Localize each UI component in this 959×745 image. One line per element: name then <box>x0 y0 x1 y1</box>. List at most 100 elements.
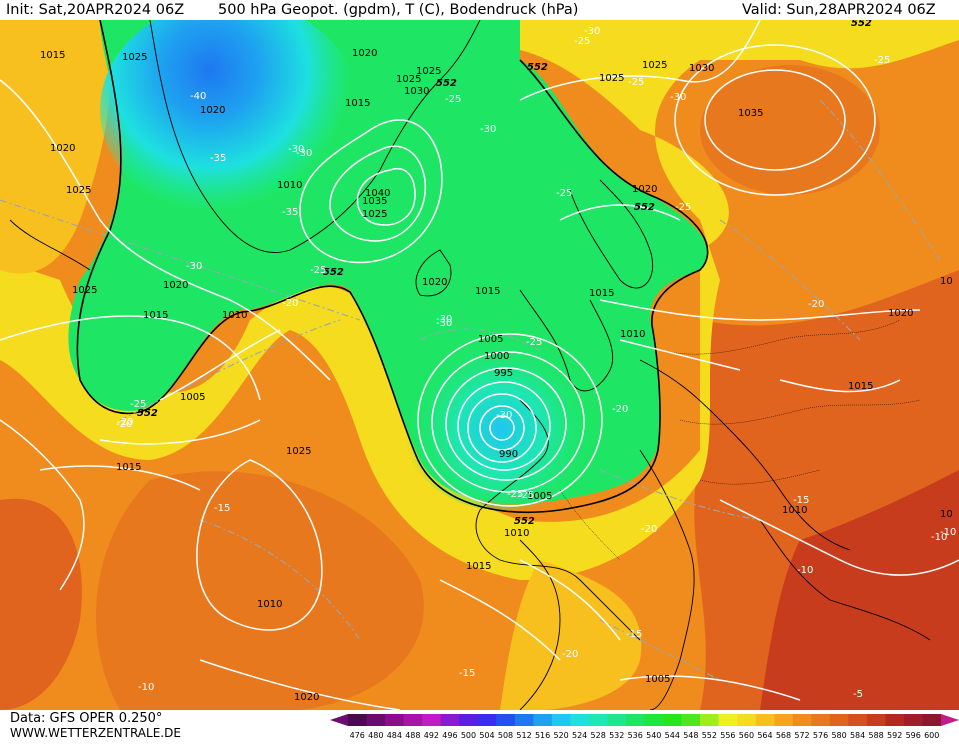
warm-field-deep-se <box>760 470 959 710</box>
pressure-label: 1025 <box>362 209 387 220</box>
legend-swatch <box>644 714 664 726</box>
legend-tick-label: 524 <box>572 731 587 740</box>
legend-tick-label: 512 <box>516 731 531 740</box>
legend-swatch <box>570 714 590 726</box>
legend-tick-label: 492 <box>424 731 439 740</box>
legend-tick-label: 568 <box>776 731 791 740</box>
legend-swatch <box>700 714 720 726</box>
temperature-label: -25 <box>874 55 890 66</box>
pressure-label: 1005 <box>527 491 552 502</box>
legend-arrow-low <box>330 714 348 726</box>
temperature-label: -25 <box>675 202 691 213</box>
pressure-label: 1025 <box>416 66 441 77</box>
legend-tick-label: 540 <box>646 731 661 740</box>
warm-field-deep-sw <box>0 498 82 710</box>
pressure-label: 1015 <box>466 561 491 572</box>
legend-swatch <box>440 714 460 726</box>
legend-swatch <box>625 714 645 726</box>
legend-tick-label: 572 <box>794 731 809 740</box>
pressure-label: 1025 <box>396 74 421 85</box>
legend-tick-label: 532 <box>609 731 624 740</box>
temperature-label: -30 <box>584 26 600 37</box>
pressure-label: 1025 <box>122 52 147 63</box>
legend-tick-label: 596 <box>906 731 921 740</box>
legend-tick-label: 496 <box>442 731 457 740</box>
pressure-label: 1010 <box>620 329 645 340</box>
legend-swatch <box>848 714 868 726</box>
legend-tick-label: 548 <box>683 731 698 740</box>
height-label-552: 552 <box>137 408 158 419</box>
pressure-label: 1025 <box>66 185 91 196</box>
yellow-south-iberia <box>500 560 642 710</box>
temperature-label: -20 <box>562 649 578 660</box>
legend-swatch <box>385 714 405 726</box>
yellow-west <box>0 20 111 274</box>
legend-swatch <box>774 714 794 726</box>
legend-tick-label: 580 <box>831 731 846 740</box>
pressure-label: 1020 <box>352 48 377 59</box>
warm-high-ne <box>700 65 880 195</box>
pressure-label: 1040 <box>365 188 390 199</box>
isotherms <box>0 99 941 681</box>
temperature-label: -10 <box>931 532 947 543</box>
weather-map[interactable]: 1015 1025 1020 1025 1020 1025 1025 1030 … <box>0 20 959 710</box>
legend-tick-label: 504 <box>479 731 494 740</box>
pressure-label: 10 <box>940 509 953 520</box>
legend-swatch <box>551 714 571 726</box>
temperature-label: -30 <box>186 261 202 272</box>
height-label-layer: 552 552 552 552 552 552 <box>137 20 872 527</box>
color-legend: 476 480 484 488 492 496 500 504 508 512 516 520 524 5… <box>330 714 959 741</box>
pressure-label: 1015 <box>116 462 141 473</box>
legend-swatch <box>477 714 497 726</box>
pressure-label: 1020 <box>163 280 188 291</box>
legend-tick-label: 476 <box>350 731 365 740</box>
pressure-label: 990 <box>499 449 518 460</box>
pressure-label: 1010 <box>277 180 302 191</box>
legend-swatch <box>533 714 553 726</box>
legend-swatch <box>829 714 849 726</box>
temperature-label: -10 <box>797 565 813 576</box>
legend-tick-label: 544 <box>665 731 680 740</box>
isobars <box>0 20 959 710</box>
legend-tick-label: 576 <box>813 731 828 740</box>
legend-swatch <box>588 714 608 726</box>
legend-swatch <box>792 714 812 726</box>
legend-tick-label: 588 <box>869 731 884 740</box>
temperature-label: -35 <box>210 153 226 164</box>
legend-swatch <box>737 714 757 726</box>
legend-swatch <box>403 714 423 726</box>
legend-swatch <box>348 714 368 726</box>
temperature-label: -20 <box>282 298 298 309</box>
pressure-label: 1015 <box>475 286 500 297</box>
temperature-label: -30 <box>496 410 512 421</box>
temperature-label: -35 <box>282 207 298 218</box>
legend-tick-label: 592 <box>887 731 902 740</box>
pressure-label: 1010 <box>504 528 529 539</box>
pressure-label: 1005 <box>180 392 205 403</box>
legend-tick-label: 536 <box>628 731 643 740</box>
pressure-label: 1010 <box>782 505 807 516</box>
temperature-label: -25 <box>130 399 146 410</box>
temperature-label: -25 <box>556 188 572 199</box>
temperature-label: -25 <box>526 337 542 348</box>
pressure-label: 1030 <box>689 63 714 74</box>
temperature-label: -10 <box>138 682 154 693</box>
temperature-label: -15 <box>793 495 809 506</box>
legend-swatch <box>663 714 683 726</box>
pressure-label: 1035 <box>362 196 387 207</box>
data-source: Data: GFS OPER 0.250° <box>10 711 163 726</box>
pressure-label: 1010 <box>222 310 247 321</box>
temperature-label: -25 <box>628 77 644 88</box>
legend-swatch <box>903 714 923 726</box>
temperature-label: -25 <box>310 265 326 276</box>
legend-swatch <box>496 714 516 726</box>
legend-tick-label: 528 <box>591 731 606 740</box>
pressure-label: 1030 <box>404 86 429 97</box>
height-label-552: 552 <box>323 267 344 278</box>
pressure-label: 1000 <box>484 351 509 362</box>
height-label-552: 552 <box>634 202 655 213</box>
map-title: 500 hPa Geopot. (gpdm), T (C), Bodendruc… <box>218 2 579 18</box>
temperature-label: -20 <box>808 299 824 310</box>
pressure-label: 1015 <box>848 381 873 392</box>
low-cold-core <box>400 330 600 510</box>
